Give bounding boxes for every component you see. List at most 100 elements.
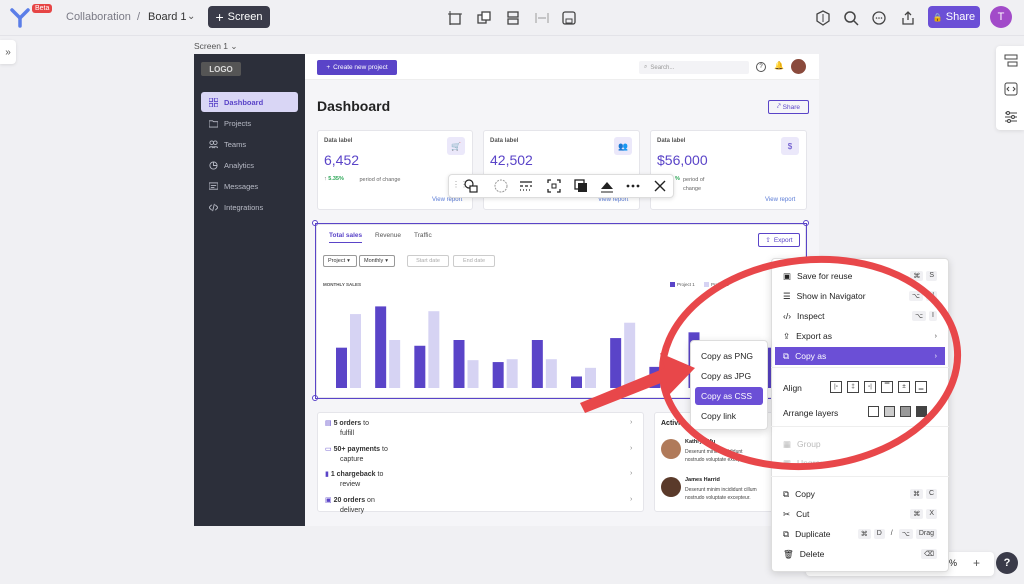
save-icon: ▣ [783, 270, 792, 281]
zoom-level[interactable]: % [949, 558, 958, 568]
bell-icon[interactable]: 🔔 [774, 61, 784, 70]
profile-avatar[interactable] [791, 59, 806, 74]
send-back-icon[interactable] [868, 406, 879, 417]
bar-project-2 [428, 311, 440, 388]
sidebar-item-messages[interactable]: Messages [201, 176, 298, 196]
annotation-ellipse [658, 255, 962, 471]
upload-icon[interactable] [899, 9, 917, 27]
layers-icon[interactable] [475, 9, 493, 27]
order-text: capture [340, 456, 364, 463]
menu-item-export-as[interactable]: ⇪ Export as › [783, 330, 937, 342]
menu-item-cut[interactable]: ✂ Cut ⌘ X [775, 505, 945, 523]
distribute-icon[interactable] [504, 9, 522, 27]
menu-item-inspect[interactable]: ‹/› Inspect ⌥ I [775, 307, 945, 325]
drag-handle-icon[interactable]: ⋮⋮ [452, 180, 468, 189]
sidebar-item-integrations[interactable]: Integrations [201, 197, 298, 217]
menu-item-group[interactable]: ▦ Group [783, 438, 821, 450]
chevron-right-icon[interactable]: › [630, 470, 633, 477]
dollar-icon: $ [781, 137, 799, 155]
frame-icon[interactable] [446, 9, 464, 27]
duplicate-icon[interactable] [572, 177, 590, 195]
user-avatar[interactable]: T [990, 6, 1012, 28]
period-filter[interactable]: Monthly ▾ [359, 255, 395, 267]
card-label: Data label [657, 138, 686, 144]
submenu-copy-png[interactable]: Copy as PNG [701, 351, 753, 361]
bring-forward-icon[interactable] [598, 177, 616, 195]
align-right-icon[interactable]: ▫| [864, 381, 876, 393]
divider [771, 426, 949, 427]
spacing-icon[interactable] [533, 9, 551, 27]
align-left-icon[interactable]: |▫ [830, 381, 842, 393]
sidebar-item-projects[interactable]: Projects [201, 113, 298, 133]
shapes-icon[interactable] [462, 177, 480, 195]
project-filter[interactable]: Project ▾ [323, 255, 357, 267]
chevron-down-icon[interactable]: ⌄ [187, 11, 196, 22]
border-style-icon[interactable] [517, 177, 535, 195]
view-report-link[interactable]: View report [432, 197, 463, 203]
submenu-copy-jpg[interactable]: Copy as JPG [701, 371, 752, 381]
app-search-input[interactable]: ⌕ Search... [639, 61, 749, 74]
zoom-in-icon[interactable]: + [973, 556, 981, 570]
start-date-input[interactable]: Start date [407, 255, 449, 267]
list-item[interactable]: ▣ 20 orders on [325, 497, 375, 504]
settings-sliders-icon[interactable] [1002, 108, 1020, 126]
layout-icon[interactable] [1002, 52, 1020, 70]
create-project-button[interactable]: + Create new project [317, 60, 397, 75]
sidebar-item-dashboard[interactable]: Dashboard [201, 92, 298, 112]
chevron-right-icon[interactable]: › [630, 496, 633, 503]
search-icon[interactable] [842, 9, 860, 27]
tab-total-sales[interactable]: Total sales [329, 232, 363, 243]
save-component-icon[interactable] [560, 9, 578, 27]
tab-traffic[interactable]: Traffic [414, 232, 432, 239]
help-icon[interactable]: ? [756, 62, 766, 72]
view-report-link[interactable]: View report [765, 197, 796, 203]
breadcrumb-parent[interactable]: Collaboration [66, 11, 131, 23]
expand-panel-icon[interactable]: » [0, 40, 16, 64]
view-report-link[interactable]: View report [598, 197, 629, 203]
tab-revenue[interactable]: Revenue [375, 232, 402, 239]
chevron-down-icon: ▾ [347, 258, 350, 264]
end-date-input[interactable]: End date [453, 255, 495, 267]
submenu-copy-link[interactable]: Copy link [701, 411, 736, 421]
more-icon[interactable] [624, 177, 642, 195]
list-item[interactable]: ▮ 1 chargeback to [325, 471, 384, 478]
ungroup-icon: ▦ [783, 457, 792, 468]
menu-item-copy-as[interactable]: ⧉ Copy as › [775, 347, 945, 365]
export-button[interactable]: ⇪ Export [758, 233, 800, 247]
avatar [661, 439, 681, 459]
submenu-copy-css[interactable]: Copy as CSS [695, 387, 763, 405]
help-button[interactable]: ? [996, 552, 1018, 574]
list-item[interactable]: ▭ 50+ payments to [325, 446, 388, 453]
app-logo[interactable] [10, 8, 32, 33]
align-middle-icon[interactable]: ± [898, 381, 910, 393]
close-icon[interactable] [651, 177, 669, 195]
code-icon[interactable] [1002, 80, 1020, 98]
chevron-right-icon[interactable]: › [630, 419, 633, 426]
share-button[interactable]: 🔒 Share [928, 6, 980, 28]
menu-item-delete[interactable]: 🗑 Delete ⌫ [775, 545, 945, 563]
menu-item-duplicate[interactable]: ⧉ Duplicate ⌘ D / ⌥ Drag [775, 525, 945, 543]
align-center-icon[interactable]: ‡ [847, 381, 859, 393]
theme-icon[interactable] [814, 9, 832, 27]
chevron-right-icon[interactable]: › [630, 445, 633, 452]
send-backward-icon[interactable] [884, 406, 895, 417]
bring-forward-icon[interactable] [900, 406, 911, 417]
align-top-icon[interactable]: ▔ [881, 381, 893, 393]
align-bottom-icon[interactable]: ▁ [915, 381, 927, 393]
add-screen-button[interactable]: + Screen [208, 6, 270, 28]
list-item[interactable]: ▤ 5 orders to [325, 420, 369, 427]
dashboard-share-button[interactable]: ⤤ Share [768, 100, 809, 114]
bring-front-icon[interactable] [916, 406, 927, 417]
menu-item-copy[interactable]: ⧉ Copy ⌘ C [775, 485, 945, 503]
sidebar-item-analytics[interactable]: Analytics [201, 155, 298, 175]
annotation-arrow [580, 353, 695, 413]
screen-label[interactable]: Screen 1 ⌄ [194, 41, 238, 51]
arrange-label: Arrange layers [783, 408, 839, 418]
circle-icon[interactable] [492, 177, 510, 195]
fit-icon[interactable] [545, 177, 563, 195]
sidebar-item-teams[interactable]: Teams [201, 134, 298, 154]
board-name[interactable]: Board 1 [148, 11, 187, 23]
menu-item-save-for-reuse[interactable]: ▣ Save for reuse ⌘ S [775, 267, 945, 285]
card-period: period of change [359, 177, 401, 183]
comment-icon[interactable] [870, 9, 888, 27]
